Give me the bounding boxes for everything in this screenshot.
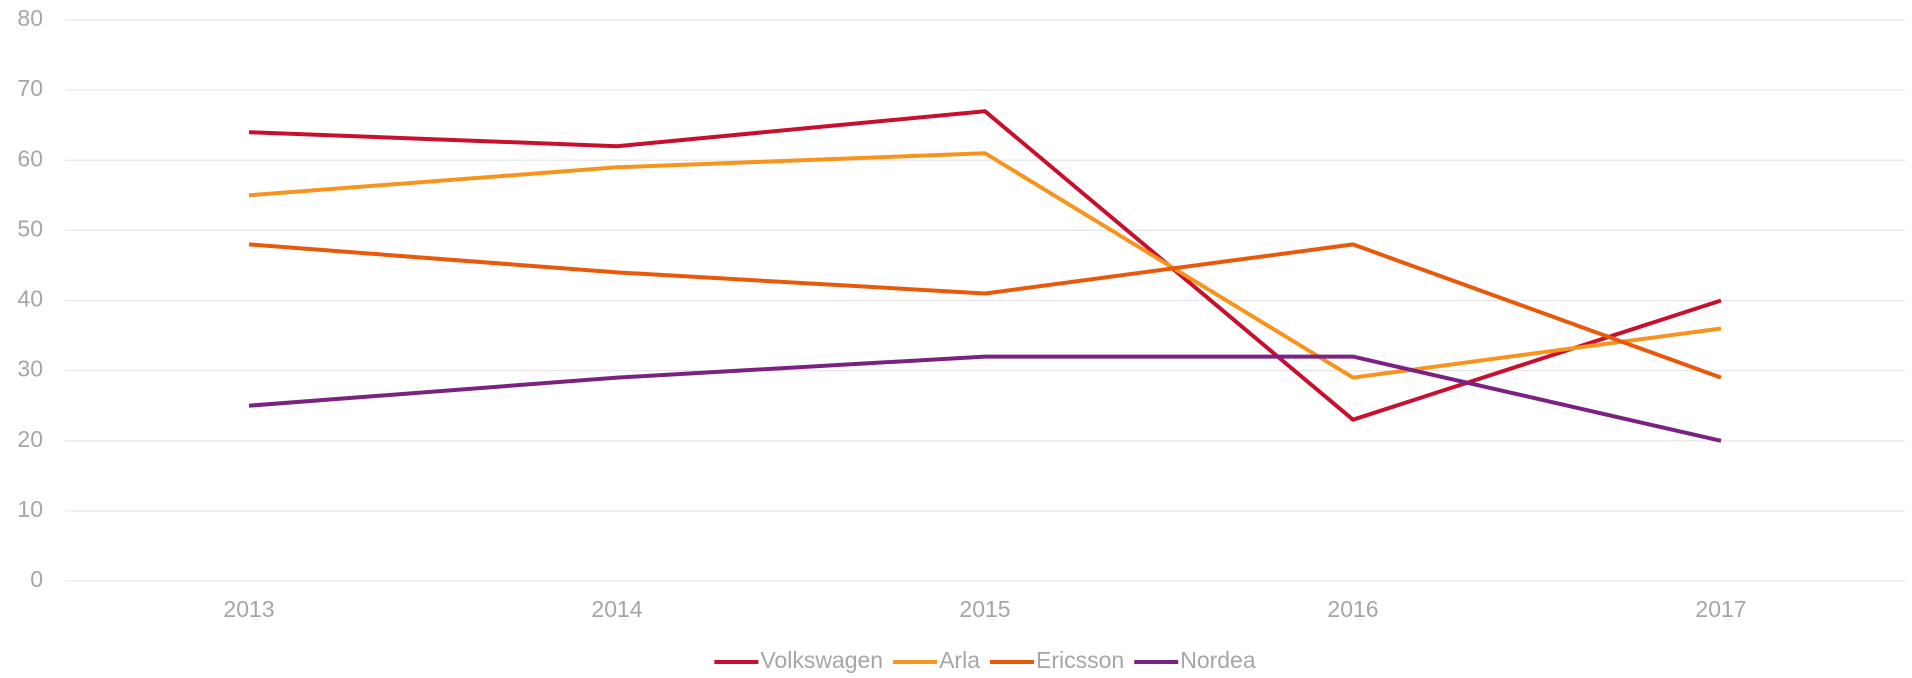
y-tick-label: 50 — [17, 215, 43, 241]
legend-label: Arla — [939, 647, 980, 673]
y-tick-label: 70 — [17, 75, 43, 101]
line-series — [248, 151, 1722, 380]
x-tick-label: 2017 — [1695, 596, 1746, 622]
legend-label: Volkswagen — [760, 647, 883, 673]
legend-label: Ericsson — [1036, 647, 1124, 673]
y-tick-label: 80 — [17, 5, 43, 31]
legend-label: Nordea — [1180, 647, 1256, 673]
line-series — [248, 109, 1722, 422]
y-tick-label: 0 — [30, 566, 43, 592]
x-tick-label: 2015 — [959, 596, 1010, 622]
y-tick-label: 60 — [17, 145, 43, 171]
line-series — [248, 242, 1722, 380]
x-tick-label: 2016 — [1327, 596, 1378, 622]
y-tick-label: 40 — [17, 286, 43, 312]
x-tick-label: 2013 — [223, 596, 274, 622]
x-tick-label: 2014 — [591, 596, 642, 622]
y-tick-label: 30 — [17, 356, 43, 382]
y-tick-label: 10 — [17, 496, 43, 522]
y-tick-label: 20 — [17, 426, 43, 452]
line-series — [248, 354, 1722, 443]
